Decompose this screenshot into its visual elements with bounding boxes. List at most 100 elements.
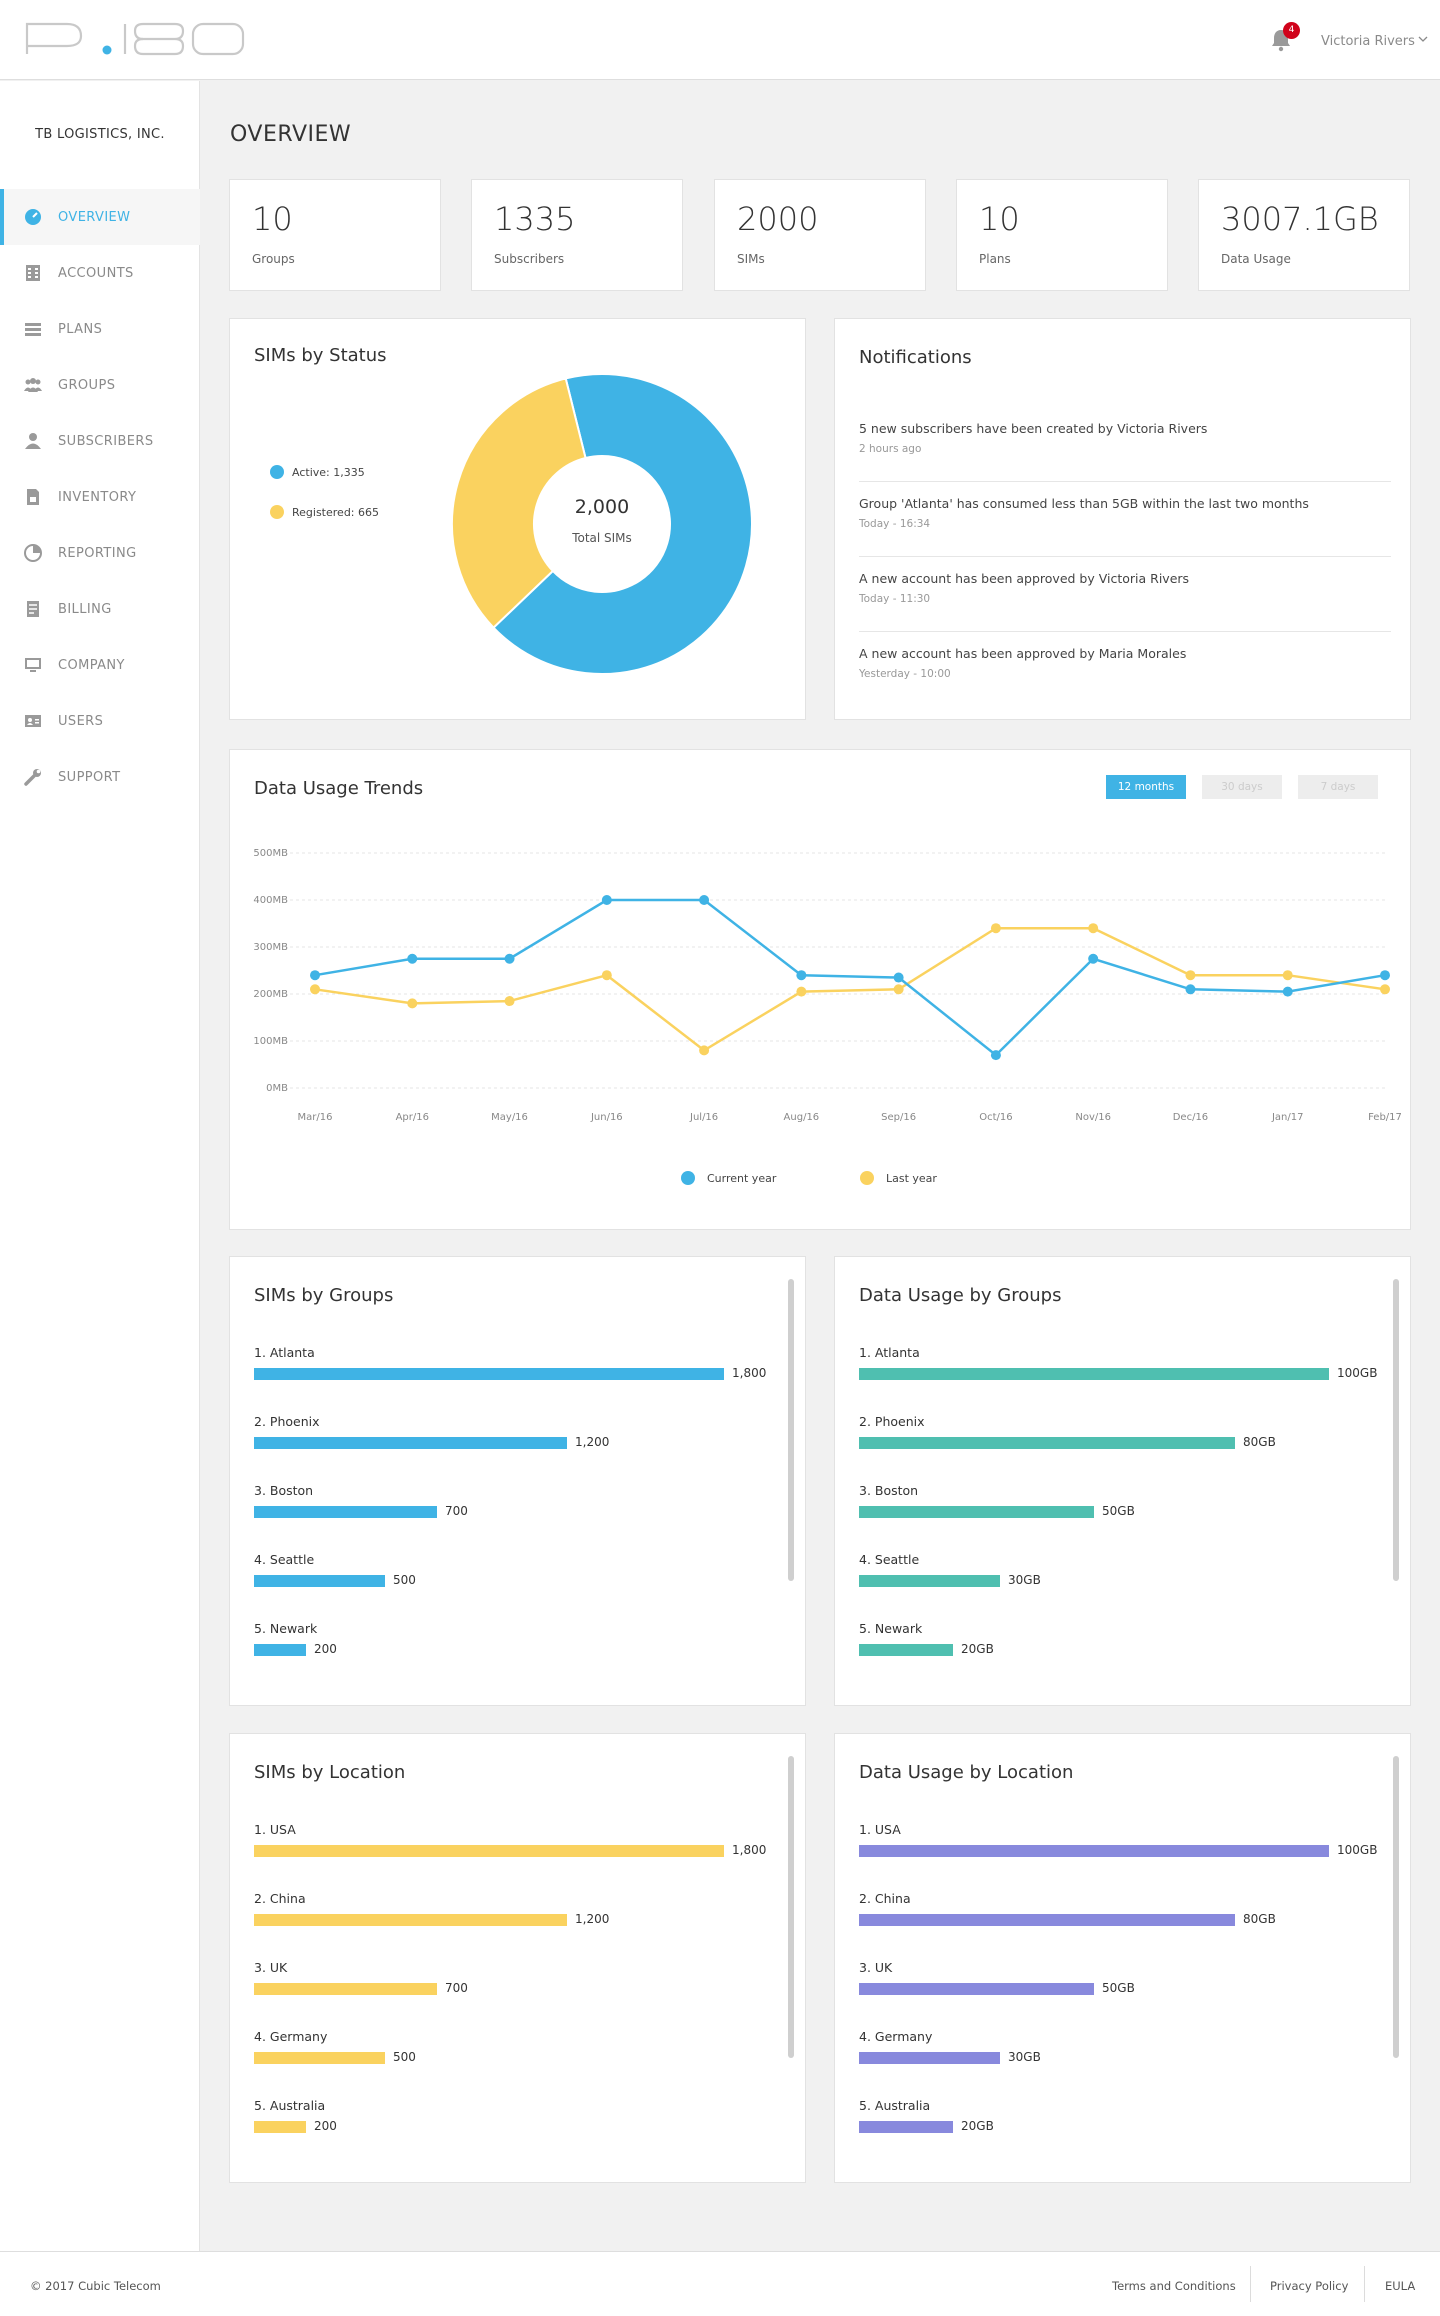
data-point[interactable]: [407, 998, 418, 1009]
sidebar-item-overview[interactable]: OVERVIEW: [0, 189, 200, 245]
data-point[interactable]: [990, 1050, 1001, 1061]
bar-label: 5. Newark: [254, 1621, 318, 1636]
bar-row[interactable]: 2. China 80GB: [859, 1891, 1276, 1926]
data-point[interactable]: [796, 970, 807, 981]
sidebar-item-groups[interactable]: GROUPS: [0, 357, 200, 413]
bar-row[interactable]: 5. Newark 20GB: [859, 1621, 994, 1656]
line-chart[interactable]: 0MB 100MB 200MB 300MB 400MB 500MB Mar/16 Apr/16…: [230, 750, 1412, 1170]
data-point[interactable]: [990, 923, 1001, 934]
bar-row[interactable]: 3. Boston 50GB: [859, 1483, 1135, 1518]
terms-link[interactable]: Terms and Conditions: [1112, 2279, 1236, 2293]
inventory-icon: [24, 488, 42, 506]
data-point[interactable]: [893, 984, 904, 995]
privacy-link[interactable]: Privacy Policy: [1270, 2279, 1349, 2293]
sidebar-item-subscribers[interactable]: SUBSCRIBERS: [0, 413, 200, 469]
data-point[interactable]: [699, 895, 710, 905]
bar-row[interactable]: 3. UK 700: [254, 1960, 468, 1995]
notification-text: A new account has been approved by Maria…: [859, 646, 1187, 661]
bar-row[interactable]: 1. Atlanta 1,800: [254, 1345, 766, 1380]
bar-track: 500: [254, 2050, 416, 2064]
data-point[interactable]: [310, 970, 320, 981]
sidebar-item-company[interactable]: COMPANY: [0, 637, 200, 693]
scrollbar[interactable]: [1393, 1756, 1399, 2058]
sidebar-item-billing[interactable]: BILLING: [0, 581, 200, 637]
sidebar-item-plans[interactable]: PLANS: [0, 301, 200, 357]
bar-row[interactable]: 4. Germany 30GB: [859, 2029, 1041, 2064]
data-point[interactable]: [1088, 953, 1099, 964]
data-point[interactable]: [1380, 984, 1390, 995]
data-point[interactable]: [796, 986, 807, 997]
data-point[interactable]: [893, 972, 904, 983]
data-point[interactable]: [601, 895, 612, 905]
notification-item[interactable]: A new account has been approved by Maria…: [859, 632, 1391, 707]
data-point[interactable]: [504, 953, 515, 964]
data-point[interactable]: [1185, 984, 1196, 995]
tab-7-days[interactable]: 7 days: [1298, 775, 1378, 799]
scrollbar[interactable]: [788, 1756, 794, 2058]
data-point[interactable]: [601, 970, 612, 981]
data-point[interactable]: [1380, 970, 1390, 981]
tab-12-months[interactable]: 12 months: [1106, 775, 1186, 799]
data-point[interactable]: [1282, 986, 1293, 997]
sidebar-item-label: OVERVIEW: [58, 209, 131, 225]
bar-value: 50GB: [1102, 1504, 1135, 1518]
bar-row[interactable]: 2. China 1,200: [254, 1891, 609, 1926]
stat-label: Subscribers: [494, 252, 565, 266]
eula-link[interactable]: EULA: [1385, 2279, 1416, 2293]
donut-total-label: Total SIMs: [572, 531, 632, 545]
stat-card-groups[interactable]: 10 Groups: [229, 179, 441, 291]
scrollbar[interactable]: [788, 1279, 794, 1581]
bar-row[interactable]: 2. Phoenix 1,200: [254, 1414, 609, 1449]
data-point[interactable]: [1282, 970, 1293, 981]
reporting-icon: [24, 544, 42, 562]
notification-time: 2 hours ago: [859, 443, 922, 455]
data-point[interactable]: [310, 984, 320, 995]
bar-row[interactable]: 2. Phoenix 80GB: [859, 1414, 1276, 1449]
data-point[interactable]: [407, 953, 418, 964]
bar-row[interactable]: 3. Boston 700: [254, 1483, 468, 1518]
bar-row[interactable]: 1. USA 1,800: [254, 1822, 766, 1857]
data-point[interactable]: [1185, 970, 1196, 981]
donut-chart[interactable]: [452, 374, 752, 674]
notification-item[interactable]: A new account has been approved by Victo…: [859, 557, 1391, 632]
bar-row[interactable]: 4. Seattle 500: [254, 1552, 416, 1587]
data-point[interactable]: [699, 1045, 710, 1056]
stat-card-data-usage[interactable]: 3007.1GB Data Usage: [1198, 179, 1410, 291]
sidebar-item-accounts[interactable]: ACCOUNTS: [0, 245, 200, 301]
bar-fill: [254, 2052, 385, 2064]
stat-card-plans[interactable]: 10 Plans: [956, 179, 1168, 291]
data-point[interactable]: [1088, 923, 1099, 934]
p180-logo[interactable]: [25, 22, 245, 56]
user-menu-name[interactable]: Victoria Rivers: [1321, 34, 1415, 49]
notification-item[interactable]: 5 new subscribers have been created by V…: [859, 407, 1391, 482]
bar-row[interactable]: 3. UK 50GB: [859, 1960, 1135, 1995]
x-tick-label: May/16: [491, 1112, 528, 1123]
sidebar-item-reporting[interactable]: REPORTING: [0, 525, 200, 581]
scrollbar[interactable]: [1393, 1279, 1399, 1581]
bar-row[interactable]: 5. Australia 200: [254, 2098, 337, 2133]
notification-item[interactable]: Group 'Atlanta' has consumed less than 5…: [859, 482, 1391, 557]
bar-row[interactable]: 5. Australia 20GB: [859, 2098, 994, 2133]
sidebar-item-inventory[interactable]: INVENTORY: [0, 469, 200, 525]
donut-slice-active[interactable]: [492, 374, 752, 674]
legend-last-year: Last year: [860, 1171, 937, 1185]
x-tick-label: Jun/16: [590, 1112, 623, 1123]
data-point[interactable]: [504, 996, 515, 1007]
bar-row[interactable]: 4. Germany 500: [254, 2029, 416, 2064]
stat-card-sims[interactable]: 2000 SIMs: [714, 179, 926, 291]
bar-row[interactable]: 1. USA 100GB: [859, 1822, 1377, 1857]
bar-fill: [859, 1914, 1235, 1926]
chevron-down-icon[interactable]: [1418, 34, 1428, 44]
stat-card-subscribers[interactable]: 1335 Subscribers: [471, 179, 683, 291]
bar-row[interactable]: 5. Newark 200: [254, 1621, 337, 1656]
card-title: Data Usage Trends: [254, 778, 424, 799]
sidebar-item-users[interactable]: USERS: [0, 693, 200, 749]
tab-30-days[interactable]: 30 days: [1202, 775, 1282, 799]
donut-slice-registered[interactable]: [452, 377, 587, 630]
sidebar-item-support[interactable]: SUPPORT: [0, 749, 200, 805]
bar-row[interactable]: 1. Atlanta 100GB: [859, 1345, 1377, 1380]
stat-label: Data Usage: [1221, 252, 1291, 266]
bar-row[interactable]: 4. Seattle 30GB: [859, 1552, 1041, 1587]
bar-track: 100GB: [859, 1843, 1377, 1857]
subscribers-icon: [24, 432, 42, 450]
